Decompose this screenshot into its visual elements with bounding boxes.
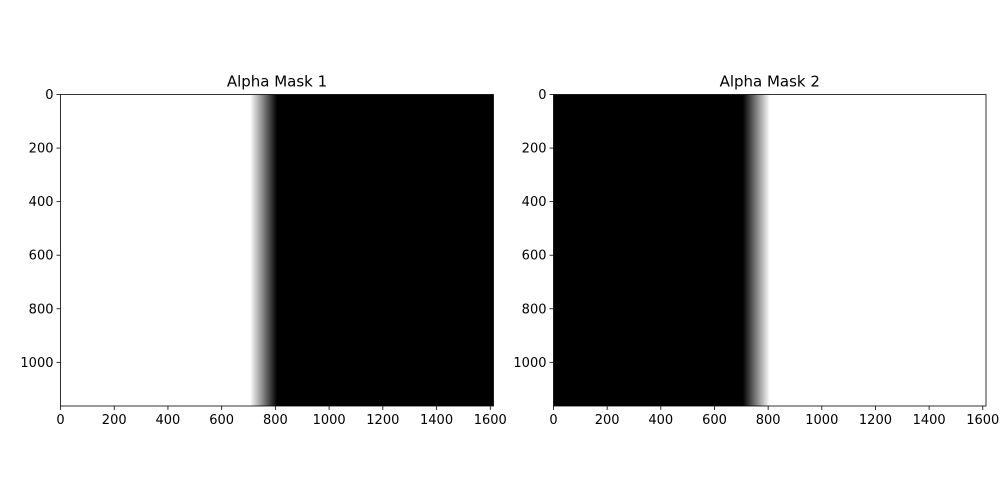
alpha-mask-2-xtick-label: 1000 (805, 413, 838, 428)
alpha-mask-2-axes-frame (553, 94, 987, 407)
alpha-mask-2-ytick-label: 800 (522, 302, 547, 317)
alpha-mask-2-title: Alpha Mask 2 (720, 73, 820, 91)
alpha-mask-1-ytick-label: 800 (29, 302, 54, 317)
alpha-mask-1-xtick-label: 800 (263, 413, 288, 428)
alpha-mask-1-xtick-label: 1600 (474, 413, 507, 428)
alpha-mask-2-xtick-label: 1200 (859, 413, 892, 428)
alpha-mask-2-xtick-label: 400 (648, 413, 673, 428)
alpha-mask-1-panel: Alpha Mask 1 0 200 400 600 800 1000 1200 1400 160… (20, 73, 506, 429)
alpha-mask-1-axes-frame (60, 94, 494, 407)
alpha-mask-1-ytick-label: 200 (29, 142, 54, 157)
alpha-mask-1-ytick-label: 600 (29, 249, 54, 264)
alpha-mask-2-xtick-label: 200 (595, 413, 620, 428)
alpha-mask-1-xtick-label: 1000 (313, 413, 346, 428)
alpha-mask-2-xtick-label: 600 (702, 413, 727, 428)
alpha-mask-2-xtick-label: 0 (549, 413, 557, 428)
alpha-mask-1-ytick-label: 400 (29, 195, 54, 210)
alpha-mask-2-panel: Alpha Mask 2 0 200 400 600 800 1000 1200 1400 160… (513, 73, 999, 429)
alpha-mask-1-xtick-label: 200 (102, 413, 127, 428)
alpha-mask-2-ytick-label: 200 (522, 142, 547, 157)
alpha-mask-2-ytick-label: 1000 (513, 356, 546, 371)
alpha-mask-2-ytick-label: 400 (522, 195, 547, 210)
alpha-mask-1-xtick-label: 1200 (366, 413, 399, 428)
alpha-mask-1-title: Alpha Mask 1 (227, 73, 327, 91)
alpha-mask-2-ytick-label: 0 (538, 88, 546, 103)
alpha-mask-1-ytick-label: 1000 (20, 356, 53, 371)
alpha-mask-1-image (60, 94, 494, 406)
alpha-mask-1-xtick-label: 0 (56, 413, 64, 428)
alpha-mask-1-xtick-label: 400 (156, 413, 181, 428)
alpha-mask-1-ytick-label: 0 (45, 88, 53, 103)
alpha-mask-2-xtick-label: 800 (756, 413, 781, 428)
alpha-mask-2-xtick-label: 1400 (913, 413, 946, 428)
alpha-mask-1-xtick-label: 600 (209, 413, 234, 428)
alpha-mask-2-xtick-label: 1600 (966, 413, 999, 428)
alpha-mask-2-image (553, 94, 986, 406)
alpha-mask-1-xtick-label: 1400 (420, 413, 453, 428)
alpha-mask-2-ytick-label: 600 (522, 249, 547, 264)
